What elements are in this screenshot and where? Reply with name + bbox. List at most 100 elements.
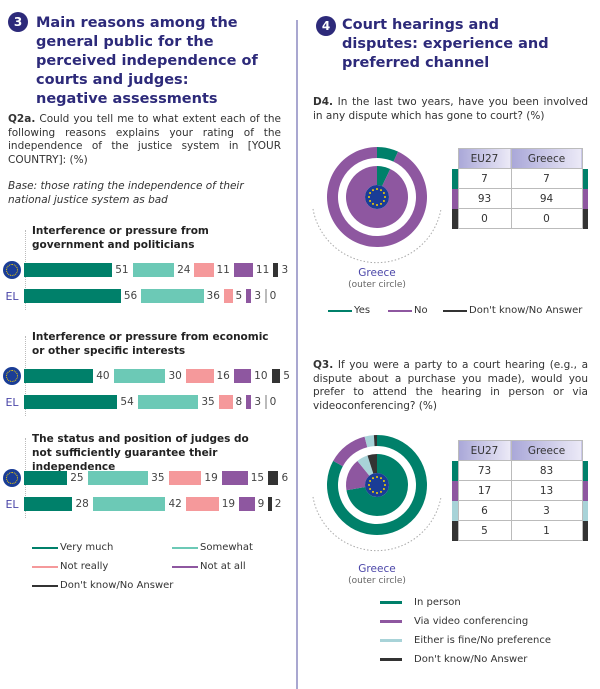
bar-segment — [233, 369, 252, 383]
bar-segment — [168, 471, 202, 485]
legend-not-really: Not really — [32, 561, 108, 572]
bar-value: 3 — [254, 396, 262, 408]
color-marker — [452, 500, 458, 521]
bar-segment — [265, 289, 267, 303]
bar-value: 42 — [168, 498, 182, 510]
legend-dk: Don't know/No Answer — [443, 305, 582, 316]
table-row: 73 83 — [452, 460, 588, 481]
dashed-arc — [312, 496, 442, 552]
color-marker — [582, 188, 588, 209]
bar-row: EL 54 35 8 3 0 — [0, 394, 280, 410]
color-marker — [452, 520, 458, 541]
color-marker — [582, 480, 588, 501]
bar-value: 5 — [283, 370, 290, 382]
bar-segment — [246, 395, 252, 409]
donut-slice — [367, 454, 377, 474]
bar-value: 54 — [120, 396, 134, 408]
eu27-value: 7 — [457, 168, 512, 189]
bar-segment — [24, 395, 118, 409]
bar-value: 15 — [250, 472, 265, 484]
bar-segment — [233, 263, 253, 277]
eu27-value: 17 — [457, 480, 512, 501]
eu27-value: 6 — [457, 500, 512, 521]
bar-segment — [113, 369, 166, 383]
color-marker — [452, 460, 458, 481]
q3-question: Q3. If you were a party to a court heari… — [313, 359, 588, 412]
donut-slice — [377, 147, 399, 162]
bar-segment — [273, 263, 279, 277]
greece-value: 1 — [510, 520, 583, 541]
donut-slice — [333, 436, 368, 467]
row-label: EL — [5, 395, 19, 409]
bar-value: 35 — [201, 396, 215, 408]
color-marker — [582, 500, 588, 521]
eu-flag-icon — [3, 367, 21, 385]
legend-either: Either is fine/No preference — [380, 635, 551, 646]
table-header: Greece — [510, 440, 583, 461]
table-row: 93 94 — [452, 188, 588, 209]
bar-value: 25 — [70, 472, 84, 484]
legend-dk: Don't know/No Answer — [380, 654, 527, 665]
color-marker — [582, 208, 588, 229]
color-marker — [452, 188, 458, 209]
bar-segment — [185, 497, 219, 511]
eu27-value: 73 — [457, 460, 512, 481]
bar-value: 11 — [216, 264, 230, 276]
legend-yes: Yes — [328, 305, 370, 316]
bar-segment — [92, 497, 166, 511]
eu27-value: 5 — [457, 520, 512, 541]
bar-value: 19 — [204, 472, 218, 484]
q3-table: EU27 Greece 73 83 17 13 6 3 5 1 — [452, 440, 588, 541]
bar-value: 0 — [269, 396, 277, 408]
group-title: Interference or pressure from government… — [32, 225, 209, 251]
bar-row: EL 56 36 5 3 0 — [0, 288, 280, 304]
stacked-bar-chart: Interference or pressure from government… — [0, 224, 296, 524]
bar-value: 6 — [281, 472, 289, 484]
bar-value: 16 — [216, 370, 230, 382]
bar-segment — [185, 369, 214, 383]
bar-value: 11 — [255, 264, 270, 276]
eu-flag-icon — [3, 261, 21, 279]
greece-value: 83 — [510, 460, 583, 481]
bar-value: 2 — [274, 498, 282, 510]
greece-value: 0 — [510, 208, 583, 229]
bar-segment — [24, 369, 94, 383]
bar-value: 56 — [123, 290, 138, 302]
legend-no: No — [388, 305, 428, 316]
color-marker — [452, 168, 458, 189]
bar-segment — [268, 497, 272, 511]
bar-value: 9 — [257, 498, 265, 510]
legend-not-at-all: Not at all — [172, 561, 246, 572]
donut-slice — [357, 455, 374, 476]
d4-greece-label: Greece — [358, 267, 396, 279]
bar-segment — [24, 471, 68, 485]
bar-value: 3 — [281, 264, 289, 276]
eu-flag-icon — [3, 469, 21, 487]
bar-row: 51 24 11 11 3 — [0, 261, 292, 279]
bar-segment — [194, 263, 214, 277]
legend-dk: Don't know/No Answer — [32, 580, 173, 591]
bar-value: 8 — [235, 396, 243, 408]
bar-row: 25 35 19 15 6 — [0, 469, 292, 487]
legend-in-person: In person — [380, 597, 461, 608]
eu27-value: 93 — [457, 188, 512, 209]
d4-table: EU27 Greece 7 7 93 94 0 0 — [452, 148, 588, 229]
table-header: EU27 — [457, 440, 512, 461]
bar-segment — [265, 395, 267, 409]
dashed-arc — [312, 208, 442, 264]
bar-value: 40 — [96, 370, 110, 382]
greece-value: 13 — [510, 480, 583, 501]
bar-value: 35 — [151, 472, 165, 484]
greece-value: 94 — [510, 188, 583, 209]
d4-legend: Yes No Don't know/No Answer — [328, 305, 598, 319]
d4-question: D4. In the last two years, have you been… — [313, 96, 588, 122]
table-header: EU27 — [457, 148, 512, 169]
legend-video: Via video conferencing — [380, 616, 528, 627]
bar-segment — [24, 289, 121, 303]
bar-segment — [246, 289, 252, 303]
color-marker — [452, 208, 458, 229]
donut-slice — [346, 454, 408, 516]
